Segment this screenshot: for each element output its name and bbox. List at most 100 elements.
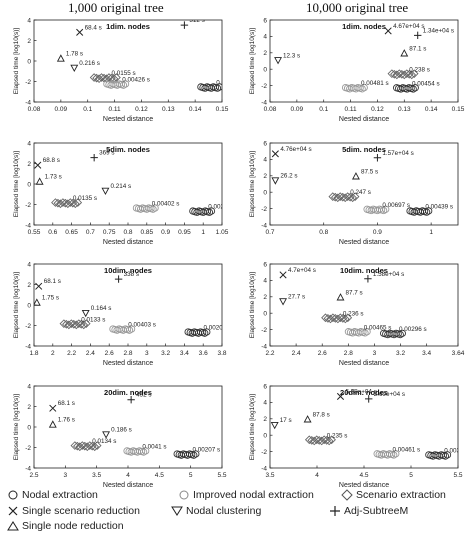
legend-label: Nodal extraction: [22, 489, 98, 501]
data-label: 0.00439 s: [425, 204, 453, 211]
nodal-extraction-marker: [396, 330, 404, 339]
x-tick-label: 2.2: [265, 350, 274, 357]
y-tick-label: 2: [263, 173, 267, 180]
data-point: [56, 54, 65, 62]
data-point: [34, 161, 42, 169]
data-label: 0.0041 s: [142, 443, 166, 450]
data-point: [336, 392, 345, 400]
data-label: 0.00339 s: [444, 447, 472, 454]
x-tick-label: 3: [145, 350, 149, 357]
data-point: [341, 83, 368, 93]
data-point: [90, 153, 98, 162]
data-label: 68.1 s: [58, 400, 75, 407]
data-point: [373, 154, 382, 162]
plot-area: 68.4 s 312 s 1.78 s 0.216 s 0.0155 s0.00426 …: [56, 20, 222, 92]
data-label: 5.38e+04 s: [346, 388, 377, 395]
data-label: 0.238 s: [409, 66, 430, 73]
improved-nodal-extraction-marker: [142, 447, 150, 455]
plot-frame: [33, 19, 223, 103]
legend-item-improved-nodal-extraction: Improved nodal extraction: [177, 489, 314, 501]
nodal-extraction-marker: [441, 452, 450, 460]
gray-circle-marker-icon: [179, 490, 189, 500]
data-point: [81, 309, 90, 318]
y-tick-label: 4: [263, 157, 267, 164]
subplot-title: 5dim. nodes: [342, 145, 386, 154]
y-tick-label: 4: [27, 17, 31, 24]
subplot-title: 1dim. nodes: [342, 22, 386, 31]
data-point: [70, 441, 102, 452]
x-tick-label: 4: [315, 472, 319, 479]
y-tick-label: -2: [25, 323, 31, 330]
x-tick-label: 0.08: [264, 106, 277, 113]
single-scenario-reduction-marker: [34, 161, 42, 169]
single-scenario-reduction-marker: [279, 271, 287, 279]
improved-nodal-extraction-marker: [392, 450, 400, 458]
data-point: [114, 275, 123, 283]
y-tick-label: 0: [263, 433, 267, 440]
plot-frame: [269, 19, 459, 103]
x-tick-label: 0.12: [371, 106, 384, 113]
x-tick-label: 3.5: [92, 472, 101, 479]
y-axis-label: Elapsed time [log10(s)]: [13, 28, 20, 95]
data-label: 1.57e+04 s: [382, 150, 413, 157]
adj-subtreem-marker: [373, 154, 382, 162]
x-tick-label: 0.55: [28, 229, 41, 236]
legend-label: Adj-SubtreeM: [344, 505, 409, 517]
scenario-extraction-marker: [77, 441, 87, 450]
legend-item-single-scenario-reduction: Single scenario reduction: [6, 505, 140, 517]
y-tick-label: 2: [263, 416, 267, 423]
data-label: 0.00202 s: [204, 325, 232, 332]
x-tick-label: 0.85: [140, 229, 153, 236]
x-tick-label: 3.4: [422, 350, 431, 357]
data-point: [303, 415, 312, 423]
scenario-extraction-marker: [336, 313, 345, 323]
subplot-4: 5dim. nodes 0.7 0.8 0.9 1 -4 -2 0 2 4 6 Nested dist…: [249, 140, 459, 246]
subplot-6: 10dim. nodes 2.2 2.4 2.6 2.8 3 3.2 3.4 3.64 -4 -2 0…: [249, 261, 465, 367]
x-tick-label: 2.8: [344, 350, 353, 357]
legend-item-nodal-clustering: Nodal clustering: [170, 505, 261, 517]
data-point: [132, 204, 159, 213]
y-tick-label: -4: [261, 99, 267, 106]
y-tick-label: 2: [263, 294, 267, 301]
x-axis-label: Nested distance: [103, 482, 153, 489]
adj-subtreem-marker: [127, 396, 135, 404]
scenario-extraction-marker: [90, 442, 100, 452]
single-node-reduction-marker: [56, 54, 65, 62]
data-label: 0.00465 s: [364, 324, 392, 331]
y-axis-label: Elapsed time [log10(s)]: [249, 394, 256, 461]
x-axis-label: Nested distance: [339, 360, 389, 367]
data-point: [34, 298, 41, 306]
nodal-extraction-marker: [422, 208, 431, 216]
improved-nodal-extraction-marker: [151, 204, 159, 212]
data-label: 68.8 s: [43, 157, 60, 164]
x-tick-label: 0.13: [398, 106, 411, 113]
x-tick-label: 2.8: [123, 350, 132, 357]
nodal-extraction-marker: [411, 84, 419, 92]
data-label: 2.69e+04 s: [374, 391, 405, 398]
data-point: [76, 28, 84, 36]
data-point: [127, 396, 135, 404]
plot-area: 4.67e+04 s1.34e+04 s 12.3 s 87.1 s 0.238 s 0…: [274, 23, 454, 93]
data-point: [271, 150, 279, 158]
data-label: 338 s: [124, 271, 139, 278]
x-tick-label: 3.64: [452, 350, 465, 357]
single-scenario-reduction-marker: [271, 150, 279, 158]
y-axis-label: Elapsed time [log10(s)]: [249, 272, 256, 339]
nodal-clustering-marker: [279, 298, 288, 306]
data-label: 0.186 s: [111, 426, 132, 433]
x-axis-label: Nested distance: [339, 239, 389, 246]
scenario-extraction-marker: [51, 198, 60, 207]
y-tick-label: 2: [27, 161, 31, 168]
data-point: [304, 435, 336, 446]
data-point: [103, 80, 130, 89]
x-tick-label: 2.5: [29, 472, 38, 479]
x-tick-label: 0.95: [178, 229, 191, 236]
x-tick-label: 0.11: [108, 106, 121, 113]
y-tick-label: 2: [27, 404, 31, 411]
data-label: 0.00402 s: [152, 201, 180, 208]
data-point: [48, 420, 57, 428]
data-label: 0.0133 s: [81, 316, 105, 323]
data-point: [406, 207, 433, 216]
improved-nodal-extraction-marker: [119, 81, 128, 89]
x-tick-label: 4.5: [359, 472, 368, 479]
